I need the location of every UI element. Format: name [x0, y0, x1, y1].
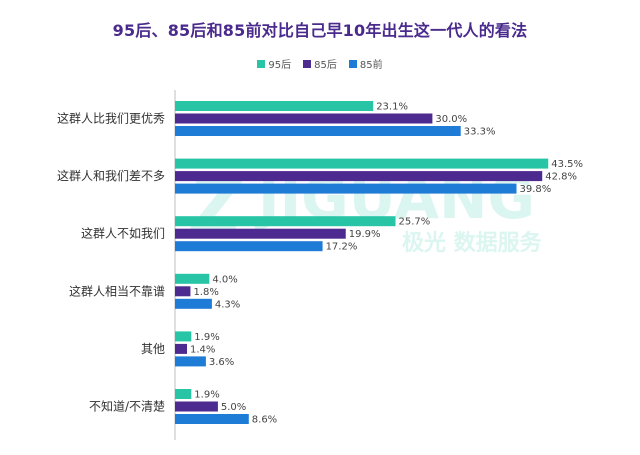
- bar-85before: [175, 356, 206, 367]
- bar-85before: [175, 414, 249, 424]
- data-label-85after: 19.9%: [349, 229, 381, 240]
- data-label-85after: 30.0%: [435, 114, 467, 125]
- bar-85before: [175, 241, 323, 252]
- data-label-85after: 1.4%: [190, 344, 215, 355]
- data-label-95: 23.1%: [376, 102, 408, 113]
- legend-item-95: 95后: [257, 56, 291, 71]
- category-label: 不知道/不清楚: [89, 400, 165, 414]
- bar-85after: [175, 401, 218, 412]
- data-label-95: 43.5%: [551, 159, 583, 170]
- bar-95: [175, 389, 192, 399]
- legend-label-95: 95后: [268, 60, 292, 71]
- bar-85before: [175, 126, 461, 136]
- category-label: 这群人相当不靠谱: [69, 283, 165, 298]
- chart-legend: 95后 85后 85前: [0, 56, 640, 71]
- bar-85before: [175, 183, 517, 194]
- bar-95: [175, 331, 192, 342]
- chart-title: 95后、85后和85前对比自己早10年出生这一代人的看法: [112, 21, 528, 40]
- legend-swatch-85before: [348, 59, 357, 68]
- legend-item-85after: 85后: [303, 56, 337, 71]
- watermark-cn: 极光 数据服务: [402, 230, 543, 256]
- data-label-95: 1.9%: [194, 390, 219, 401]
- bar-95: [175, 158, 549, 169]
- data-label-85before: 33.3%: [464, 127, 496, 138]
- legend-item-85before: 85前: [348, 56, 383, 71]
- data-label-85after: 5.0%: [221, 402, 246, 413]
- data-label-85before: 17.2%: [326, 242, 358, 253]
- legend-swatch-85after: [303, 59, 312, 68]
- data-label-95: 4.0%: [212, 274, 237, 285]
- data-label-85after: 1.8%: [193, 287, 218, 298]
- bar-95: [175, 101, 374, 111]
- bar-85after: [175, 113, 433, 124]
- bar-85after: [175, 343, 188, 354]
- data-label-85after: 42.8%: [545, 172, 577, 183]
- category-label: 这群人比我们更优秀: [57, 111, 165, 126]
- data-label-85before: 8.6%: [252, 415, 277, 426]
- data-label-95: 25.7%: [399, 217, 431, 228]
- category-label: 这群人不如我们: [81, 226, 165, 241]
- category-label: 这群人和我们差不多: [57, 168, 165, 183]
- legend-label-85before: 85前: [359, 60, 383, 71]
- data-label-85before: 39.8%: [519, 184, 551, 195]
- bar-85after: [175, 171, 543, 182]
- bar-95: [175, 216, 396, 227]
- data-label-85before: 4.3%: [215, 299, 240, 310]
- bar-85after: [175, 286, 191, 297]
- bar-85before: [175, 298, 212, 309]
- legend-swatch-95: [257, 59, 266, 68]
- bar-95: [175, 273, 210, 284]
- legend-label-85after: 85后: [314, 60, 337, 71]
- category-label: 其他: [141, 342, 165, 356]
- bar-85after: [175, 228, 346, 239]
- data-label-95: 1.9%: [194, 332, 219, 343]
- data-label-85before: 3.6%: [209, 357, 234, 368]
